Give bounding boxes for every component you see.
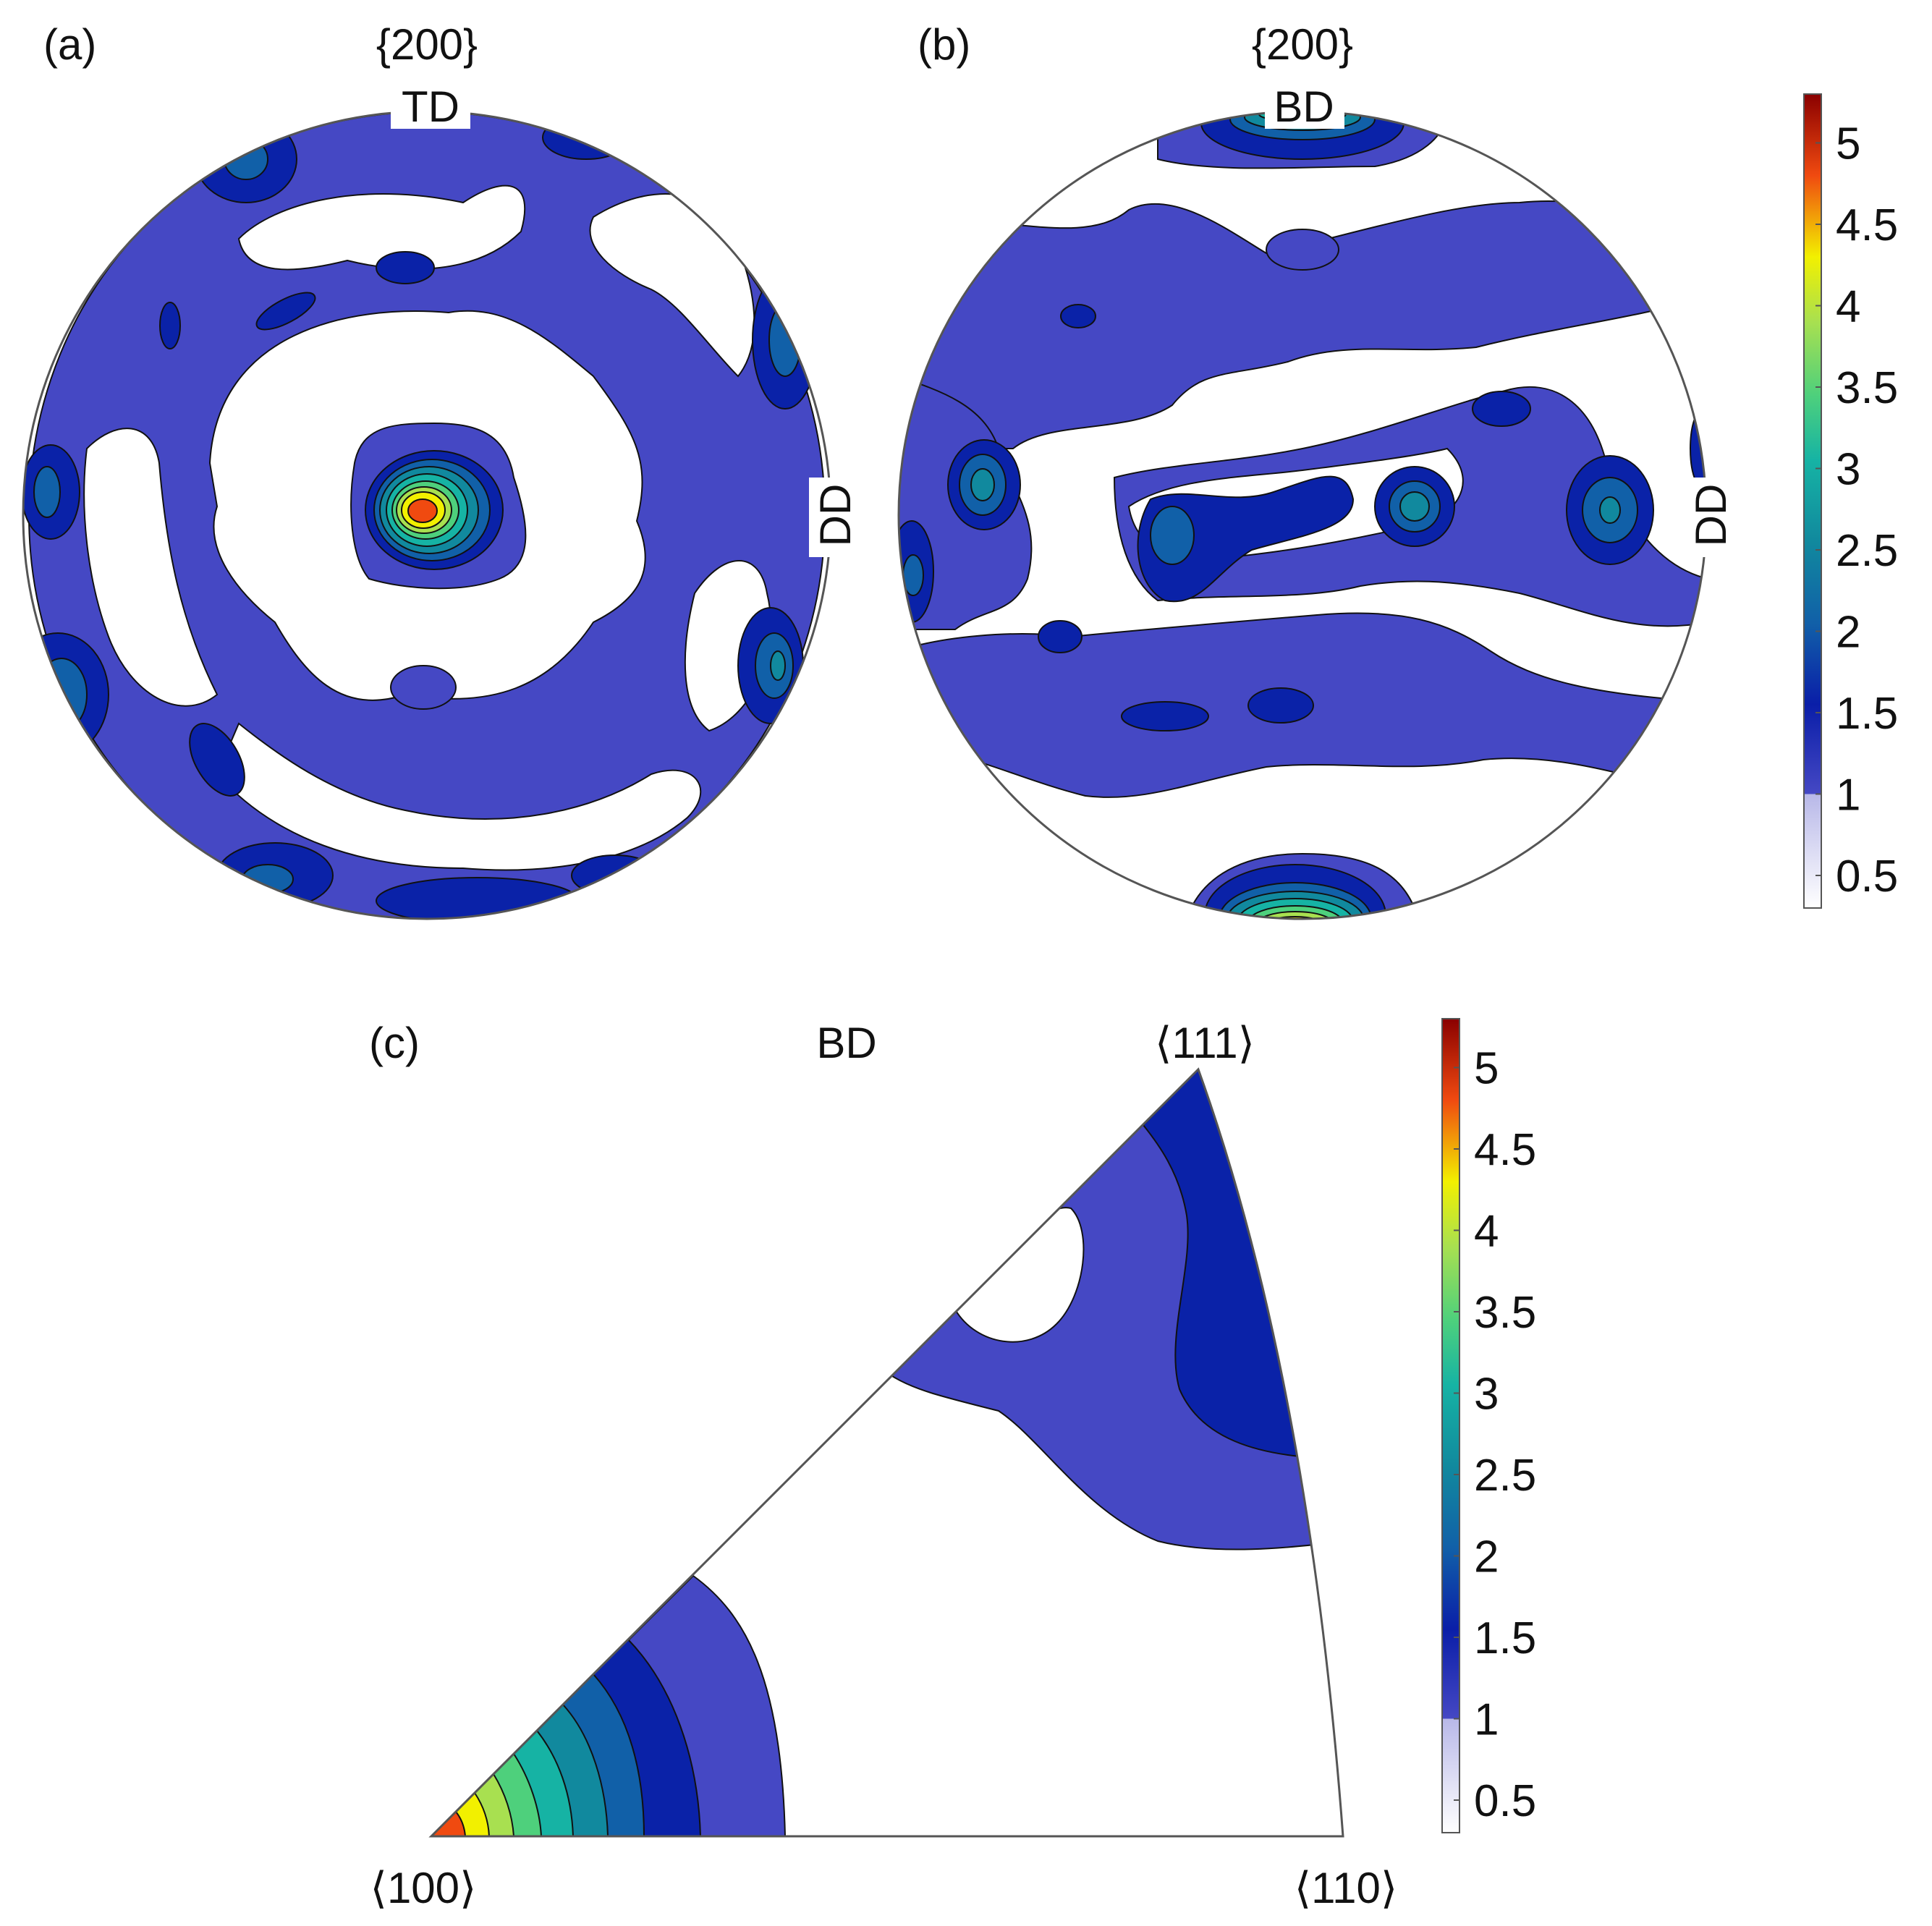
ipf-outline [428,1067,1344,1838]
colorbar-tick-label: 4.5 [1836,200,1898,250]
colorbar-tick-label: 0.5 [1836,852,1898,902]
contour-level-5 [1275,921,1315,934]
contour-level-4 [1255,911,1335,919]
colorbar-tick-label: 4 [1474,1207,1499,1257]
colorbar-tick-label: 3.5 [1474,1288,1536,1338]
contour-level-1-5 [23,632,109,757]
panel-a-label: (a) [43,20,96,69]
right-axis-label: DD [1687,484,1735,547]
colorbar-tick-label: 1 [1836,771,1860,820]
colorbar-tick-label: 2.5 [1474,1451,1536,1501]
panel-c-title: BD [816,1019,876,1067]
top-axis-label: BD [1274,82,1334,131]
colorbar-tick-label: 5 [1474,1044,1499,1094]
contour-level-2 [33,466,61,518]
colorbar-gradient [1803,93,1822,909]
contour-level-2-5 [1599,496,1621,524]
colorbar-tick-label: 2 [1474,1532,1499,1582]
contour-level-1-5 [1137,475,1355,603]
panel-a-title: {200} [376,20,478,69]
pole-figure-a: TD DD {200} (a) [22,20,860,920]
contour-level-1-5 [376,251,435,284]
panel-b-title: {200} [1252,20,1353,69]
colorbar-tick-label: 1 [1474,1695,1499,1745]
contour-level-1-5 [1247,687,1314,724]
contour-level-1-5 [1121,701,1209,731]
contour-region [390,665,457,710]
contour-level-2-5 [1399,491,1430,522]
contour-level-5 [407,499,438,523]
contour-gap [216,722,702,871]
corner-111-label: ⟨111⟩ [1155,1019,1255,1067]
colorbar-tick-label: 3.5 [1836,363,1898,413]
bd-label-bg [1265,81,1344,129]
inverse-pole-figure: (c) BD ⟨111⟩ ⟨100⟩ ⟨110⟩ [369,1019,1397,1912]
contour-level-1-5 [542,115,630,160]
colorbar-tick-label: 3 [1836,445,1860,495]
contour-region [1266,229,1339,271]
contour-level-1-5 [571,854,659,896]
colorbar-gradient [1441,1018,1460,1833]
contour-level-2-5 [770,650,786,681]
contour-level-2 [224,138,268,180]
contour-level-1-5 [1472,391,1531,427]
colorbar-tick-label: 3 [1474,1370,1499,1420]
corner-100-label: ⟨100⟩ [370,1864,477,1912]
corner-110-label: ⟨110⟩ [1295,1864,1397,1912]
colorbar-tick-label: 1.5 [1836,689,1898,739]
colorbar-top: 0.5 1 1.5 2 2.5 3 3.5 4 4.5 5 [1803,93,1898,909]
dd-label-bg [809,478,857,557]
colorbar-tick-label: 1.5 [1474,1613,1536,1663]
contour-region [899,200,1706,449]
contour-level-2 [1150,506,1195,565]
colorbar-tick-label: 2.5 [1836,526,1898,576]
panel-c-label: (c) [369,1019,420,1067]
contour-gap [237,184,526,271]
colorbar-bottom: 0.5 1 1.5 2 2.5 3 3.5 4 4.5 5 [1441,1018,1536,1833]
dd-label-bg [1685,478,1732,557]
pole-figure-b: BD DD {200} (b) [897,20,1735,934]
right-axis-label: DD [811,484,860,547]
td-label-bg [391,81,470,129]
panel-b-label: (b) [918,20,970,69]
contour-level-1-5 [1038,620,1082,653]
contour-level-4-5 [1264,916,1326,919]
contour-gap [83,428,219,707]
contour-level-1-5 [159,302,181,349]
top-axis-label: TD [402,82,459,131]
colorbar-tick-label: 2 [1836,608,1860,658]
contour-level-1-5 [255,292,316,331]
contour-level-1-5 [189,723,245,797]
colorbar-tick-label: 5 [1836,119,1860,169]
colorbar-tick-label: 0.5 [1474,1776,1536,1826]
contour-level-1-5 [1060,304,1096,328]
contour-level-2-5 [970,468,995,501]
colorbar-tick-label: 4.5 [1474,1125,1536,1175]
contour-level-2 [768,303,802,377]
colorbar-tick-label: 4 [1836,282,1860,332]
